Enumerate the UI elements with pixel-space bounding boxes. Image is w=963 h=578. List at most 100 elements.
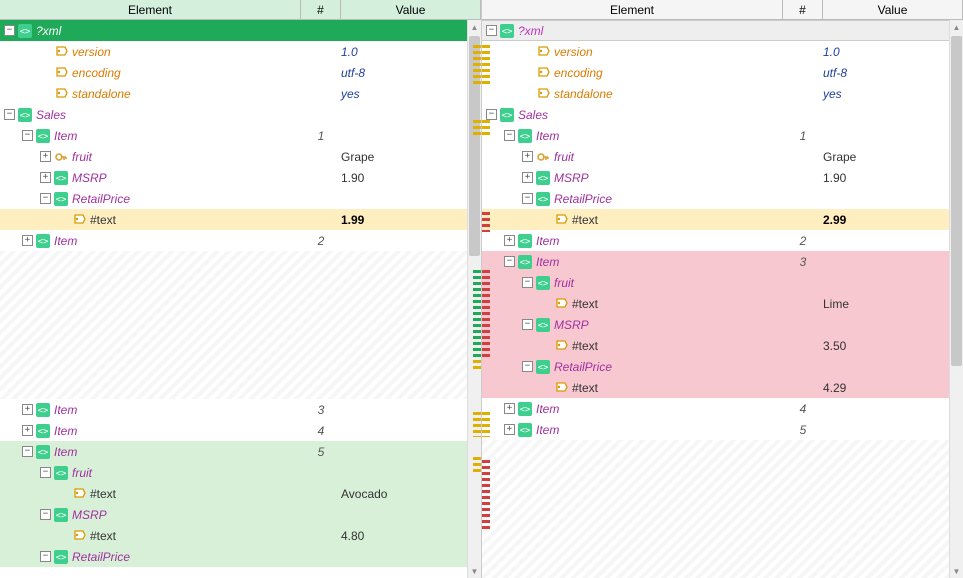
collapse-icon[interactable]: − xyxy=(40,551,51,562)
collapse-icon[interactable]: − xyxy=(522,193,533,204)
expand-icon[interactable]: + xyxy=(22,425,33,436)
expand-icon[interactable]: + xyxy=(522,151,533,162)
collapse-icon[interactable]: − xyxy=(504,130,515,141)
tree-row[interactable]: +fruitGrape xyxy=(482,146,963,167)
svg-text:<>: <> xyxy=(538,174,549,184)
tree-row[interactable]: −<>RetailPrice xyxy=(482,188,963,209)
collapse-icon[interactable]: − xyxy=(504,256,515,267)
tree-row[interactable]: −<>Item1 xyxy=(0,125,481,146)
scroll-down-icon[interactable]: ▼ xyxy=(950,564,963,578)
tree-body: −<>?xmlversion1.0encodingutf-8standalone… xyxy=(0,20,481,578)
tree-row[interactable]: +<>Item4 xyxy=(482,398,963,419)
scrollbar[interactable]: ▲▼ xyxy=(949,20,963,578)
collapse-icon[interactable]: − xyxy=(40,509,51,520)
svg-text:<>: <> xyxy=(56,469,67,479)
node-label: fruit xyxy=(554,276,574,290)
collapse-icon[interactable]: − xyxy=(4,109,15,120)
svg-text:<>: <> xyxy=(502,27,513,37)
header-value[interactable]: Value xyxy=(823,0,963,19)
tree-row[interactable]: encodingutf-8 xyxy=(482,62,963,83)
tree-row[interactable]: −<>Item3 xyxy=(482,251,963,272)
tree-row[interactable]: +<>Item2 xyxy=(482,230,963,251)
expand-icon[interactable]: + xyxy=(522,172,533,183)
tree-row[interactable]: −<>RetailPrice xyxy=(482,356,963,377)
node-value: utf-8 xyxy=(823,66,963,80)
tree-row[interactable]: +<>Item2 xyxy=(0,230,481,251)
header-value[interactable]: Value xyxy=(341,0,481,19)
tree-row[interactable]: −<> MSRP xyxy=(482,314,963,335)
collapse-icon[interactable]: − xyxy=(40,467,51,478)
node-label: MSRP xyxy=(554,318,589,332)
text-icon xyxy=(72,213,86,227)
expand-icon[interactable]: + xyxy=(504,424,515,435)
element-icon: <> xyxy=(18,24,32,38)
tree-row[interactable]: #textLime xyxy=(482,293,963,314)
left-panel: Element#Value−<>?xmlversion1.0encodingut… xyxy=(0,0,482,578)
tree-row[interactable]: #text4.80 xyxy=(0,525,481,546)
element-icon: <> xyxy=(536,276,550,290)
tree-row[interactable]: encodingutf-8 xyxy=(0,62,481,83)
header-num[interactable]: # xyxy=(301,0,341,19)
expand-icon[interactable]: + xyxy=(22,235,33,246)
tree-row[interactable]: standaloneyes xyxy=(482,83,963,104)
collapse-icon[interactable]: − xyxy=(522,361,533,372)
tree-row[interactable]: −<>?xml xyxy=(0,20,481,41)
expand-icon[interactable]: + xyxy=(40,172,51,183)
node-label: #text xyxy=(572,297,598,311)
tree-row[interactable]: −<>MSRP xyxy=(0,504,481,525)
element-icon: <> xyxy=(54,466,68,480)
attribute-icon xyxy=(536,45,550,59)
tree-row[interactable]: −<>RetailPrice xyxy=(0,546,481,567)
tree-row[interactable]: −<>Item1 xyxy=(482,125,963,146)
tree-row[interactable]: #text1.99 xyxy=(0,209,481,230)
collapse-icon[interactable]: − xyxy=(4,25,15,36)
tree-row[interactable]: version1.0 xyxy=(0,41,481,62)
scroll-thumb[interactable] xyxy=(951,36,962,366)
collapse-icon[interactable]: − xyxy=(522,319,533,330)
header-element[interactable]: Element xyxy=(482,0,783,19)
tree-row[interactable]: −<>fruit xyxy=(0,462,481,483)
svg-text:<>: <> xyxy=(20,111,31,121)
expand-icon[interactable]: + xyxy=(504,235,515,246)
tree-row[interactable]: #textAvocado xyxy=(0,483,481,504)
node-value: 1.0 xyxy=(823,45,963,59)
collapse-icon[interactable]: − xyxy=(22,446,33,457)
node-label: Item xyxy=(536,255,559,269)
tree-row[interactable]: #text4.29 xyxy=(482,377,963,398)
diff-marker xyxy=(473,45,481,85)
tree-row[interactable]: standaloneyes xyxy=(0,83,481,104)
tree-row[interactable]: +<>Item5 xyxy=(482,419,963,440)
tree-row[interactable]: −<>?xml xyxy=(482,20,963,41)
tree-row[interactable]: −<>RetailPrice xyxy=(0,188,481,209)
node-label: standalone xyxy=(554,87,613,101)
tree-row[interactable]: +<>Item4 xyxy=(0,420,481,441)
tree-row[interactable]: version1.0 xyxy=(482,41,963,62)
tree-row[interactable]: −<> fruit xyxy=(482,272,963,293)
attribute-icon xyxy=(536,66,550,80)
collapse-icon[interactable]: − xyxy=(40,193,51,204)
svg-text:<>: <> xyxy=(538,321,549,331)
node-label: standalone xyxy=(72,87,131,101)
expand-icon[interactable]: + xyxy=(40,151,51,162)
collapse-icon[interactable]: − xyxy=(22,130,33,141)
tree-row[interactable]: +<>MSRP1.90 xyxy=(0,167,481,188)
tree-row[interactable]: #text2.99 xyxy=(482,209,963,230)
tree-row[interactable]: +<>MSRP1.90 xyxy=(482,167,963,188)
tree-row[interactable]: −<>Sales xyxy=(482,104,963,125)
node-value: Avocado xyxy=(341,487,481,501)
expand-icon[interactable]: + xyxy=(504,403,515,414)
header-num[interactable]: # xyxy=(783,0,823,19)
node-label: version xyxy=(72,45,111,59)
expand-icon[interactable]: + xyxy=(22,404,33,415)
tree-row[interactable]: +<>Item3 xyxy=(0,399,481,420)
tree-row[interactable]: #text3.50 xyxy=(482,335,963,356)
svg-text:<>: <> xyxy=(538,195,549,205)
scroll-up-icon[interactable]: ▲ xyxy=(950,20,963,34)
tree-row[interactable]: +fruitGrape xyxy=(0,146,481,167)
tree-row[interactable]: −<>Item5 xyxy=(0,441,481,462)
attribute-icon xyxy=(54,87,68,101)
tree-row[interactable]: −<>Sales xyxy=(0,104,481,125)
header-element[interactable]: Element xyxy=(0,0,301,19)
collapse-icon[interactable]: − xyxy=(522,277,533,288)
diff-marker xyxy=(473,270,481,360)
